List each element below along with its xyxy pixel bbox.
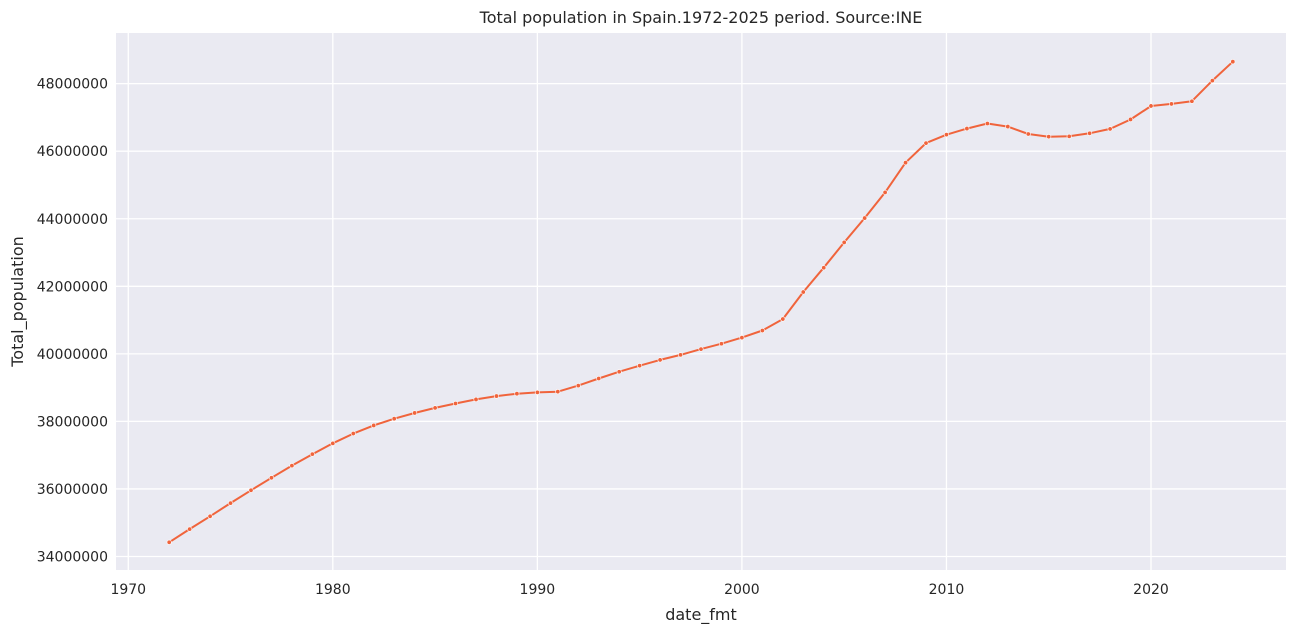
data-point xyxy=(1209,78,1215,84)
data-point xyxy=(207,513,213,519)
x-tick-label: 2020 xyxy=(1133,582,1169,598)
data-point xyxy=(1046,134,1052,140)
data-point xyxy=(637,363,643,369)
data-point xyxy=(800,289,806,295)
data-point xyxy=(391,416,397,422)
x-axis-label: date_fmt xyxy=(665,605,737,625)
data-point xyxy=(718,341,724,347)
data-point xyxy=(289,463,295,469)
data-point xyxy=(678,352,684,358)
data-point xyxy=(350,431,356,437)
data-point xyxy=(1087,130,1093,136)
data-point xyxy=(698,346,704,352)
data-point xyxy=(166,539,172,545)
data-point xyxy=(964,126,970,132)
data-point xyxy=(309,451,315,457)
y-tick-label: 48000000 xyxy=(37,77,108,93)
data-point xyxy=(228,500,234,506)
data-point xyxy=(841,239,847,245)
data-point xyxy=(821,265,827,271)
data-point xyxy=(371,422,377,428)
chart-title: Total population in Spain.1972-2025 peri… xyxy=(479,8,923,27)
y-tick-label: 42000000 xyxy=(37,279,108,295)
data-point xyxy=(514,391,520,397)
data-point xyxy=(432,405,438,411)
y-tick-label: 46000000 xyxy=(37,144,108,160)
data-point xyxy=(1005,124,1011,130)
data-point xyxy=(187,526,193,532)
y-tick-label: 44000000 xyxy=(37,212,108,228)
data-point xyxy=(1025,131,1031,137)
y-tick-label: 36000000 xyxy=(37,482,108,498)
x-tick-label: 1980 xyxy=(315,582,351,598)
x-tick-label: 2010 xyxy=(929,582,965,598)
data-point xyxy=(862,215,868,221)
y-tick-label: 34000000 xyxy=(37,549,108,565)
data-point xyxy=(943,132,949,138)
data-point xyxy=(923,140,929,146)
data-point xyxy=(1128,116,1134,122)
data-point xyxy=(555,389,561,395)
x-tick-label: 2000 xyxy=(724,582,760,598)
data-point xyxy=(1107,126,1113,132)
data-point xyxy=(1189,98,1195,104)
data-point xyxy=(1168,101,1174,107)
data-point xyxy=(473,396,479,402)
data-point xyxy=(493,393,499,399)
data-point xyxy=(657,357,663,363)
data-point xyxy=(330,440,336,446)
data-point xyxy=(780,316,786,322)
data-point xyxy=(882,189,888,195)
data-point xyxy=(1230,59,1236,65)
data-point xyxy=(534,389,540,395)
data-point xyxy=(248,487,254,493)
data-point xyxy=(1148,103,1154,109)
plot-area xyxy=(116,33,1286,570)
data-point xyxy=(616,369,622,375)
data-point xyxy=(984,121,990,127)
tick-labels: 1970 1980 1990 2000 2010 2020 34000000 36000000… xyxy=(37,77,1169,598)
data-point xyxy=(759,328,765,334)
x-tick-label: 1970 xyxy=(110,582,146,598)
series-layer xyxy=(166,59,1236,545)
data-point xyxy=(575,383,581,389)
y-axis-label: Total_population xyxy=(8,236,28,368)
data-point xyxy=(412,410,418,416)
data-point xyxy=(1066,133,1072,139)
data-point xyxy=(903,160,909,166)
grid-lines xyxy=(116,33,1286,570)
y-tick-label: 38000000 xyxy=(37,414,108,430)
data-point xyxy=(453,400,459,406)
data-point xyxy=(739,335,745,341)
data-point xyxy=(268,475,274,481)
data-point xyxy=(596,376,602,382)
x-tick-label: 1990 xyxy=(520,582,556,598)
y-tick-label: 40000000 xyxy=(37,347,108,363)
